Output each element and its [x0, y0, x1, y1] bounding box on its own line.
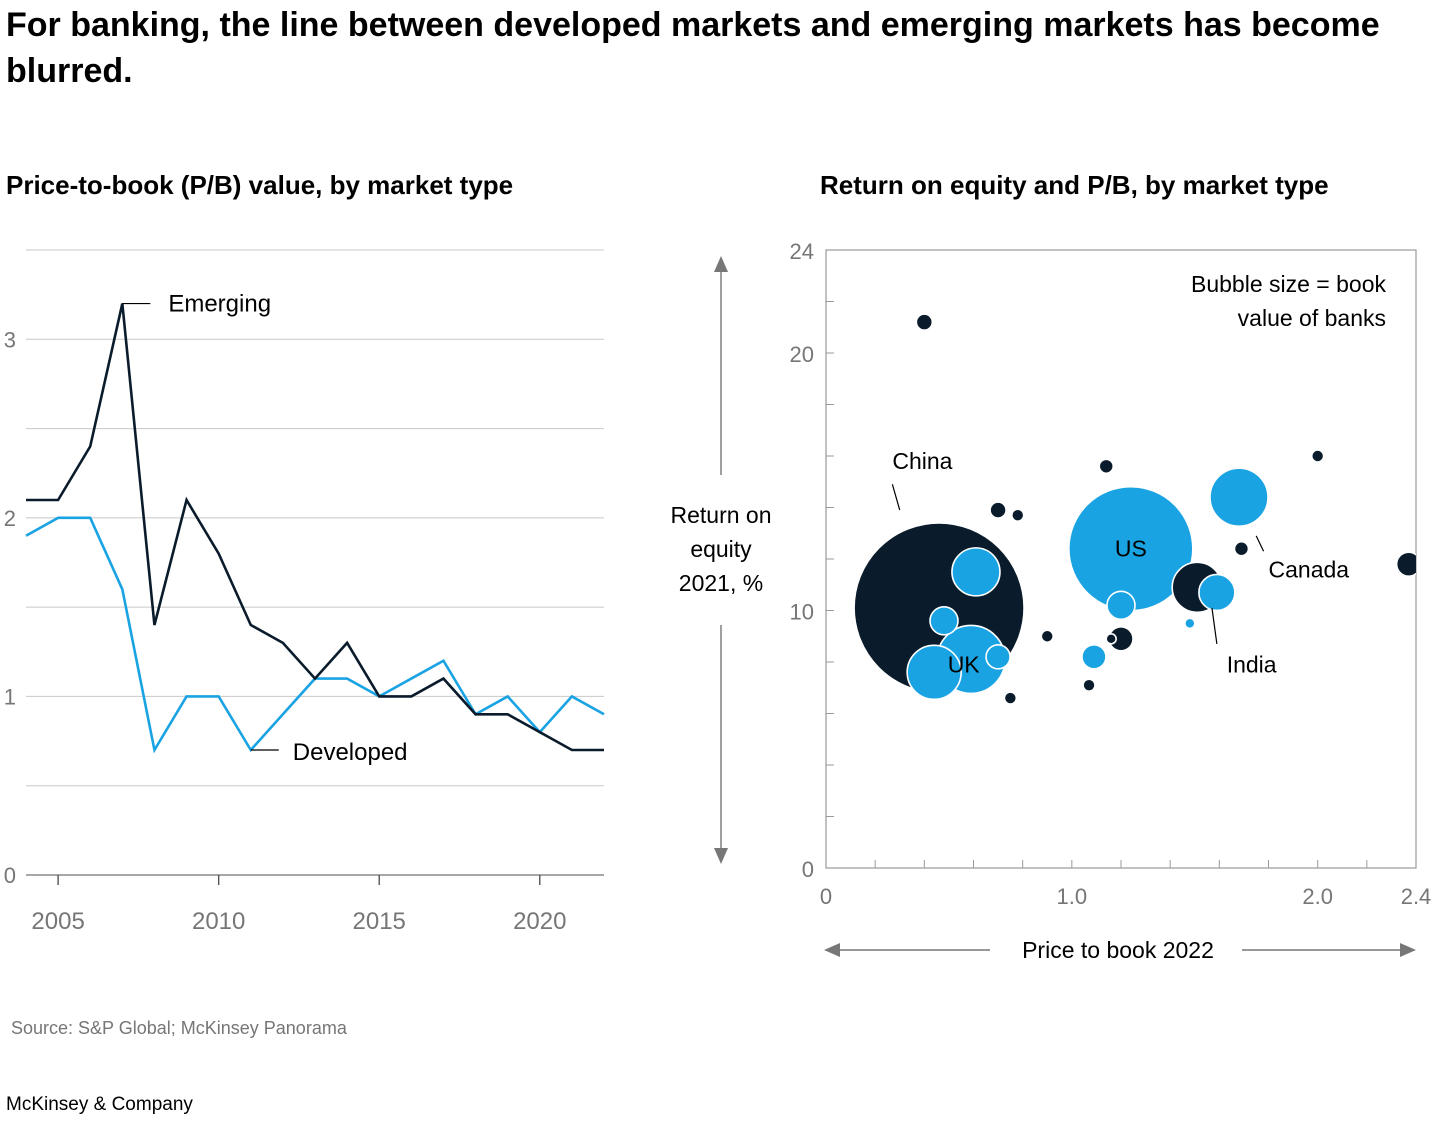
x-axis-arrow-head-right — [1400, 943, 1416, 957]
bubble-developed — [1106, 590, 1136, 621]
x-axis-arrow-head-left — [824, 943, 840, 957]
y-tick-label: 10 — [790, 600, 814, 625]
bubble-chart-title: Return on equity and P/B, by market type — [820, 170, 1329, 200]
label-leader-china — [891, 484, 901, 511]
y-tick-label: 20 — [790, 342, 814, 367]
x-tick-label: 0 — [820, 884, 832, 909]
bubble-emerging — [1105, 633, 1117, 645]
x-axis-label: Price to book 2022 — [1022, 937, 1214, 963]
series-line-developed — [25, 516, 605, 754]
source-note: Source: S&P Global; McKinsey Panorama — [11, 1018, 347, 1038]
bubble-emerging — [1082, 678, 1096, 692]
bubble-label-uk: UK — [948, 652, 981, 678]
x-tick-label: 2010 — [192, 908, 245, 935]
x-tick-label: 2.0 — [1302, 884, 1333, 909]
series-line-emerging — [26, 303, 604, 752]
x-tick-label: 2015 — [353, 908, 406, 935]
bubble-emerging — [989, 501, 1007, 519]
y-axis-label-line: equity — [690, 536, 752, 562]
y-axis-label-line: Return on — [670, 502, 771, 528]
bubble-developed — [929, 605, 959, 636]
x-tick-label: 2.4 — [1401, 884, 1432, 909]
y-tick-label: 0 — [4, 863, 16, 888]
bubble-label-canada: Canada — [1269, 556, 1350, 582]
y-tick-label: 24 — [790, 239, 814, 264]
bubble-emerging — [1003, 691, 1018, 705]
line-chart: 0 1 2 3 2005 2010 2015 2020 Emerging Developed — [4, 249, 605, 935]
headline: For banking, the line between developed … — [6, 6, 1380, 90]
bubble-developed — [1209, 467, 1269, 528]
series-label-emerging: Emerging — [168, 291, 271, 318]
bubble-emerging — [1040, 629, 1055, 644]
bubble-emerging — [1395, 551, 1416, 577]
bubbles-group — [853, 313, 1416, 705]
bubble-chart: 0 10 20 24 0 1.0 2.0 2.4 Return on equity 2021, % P… — [670, 239, 1432, 963]
label-leader-canada — [1255, 535, 1265, 552]
brand-logo-text: McKinsey & Company — [6, 1094, 193, 1115]
bubble-emerging — [1098, 458, 1115, 475]
bubble-developed — [906, 644, 962, 701]
bubble-label-china: China — [892, 448, 952, 474]
bubble-emerging — [1310, 449, 1325, 463]
bubble-developed — [985, 644, 1011, 670]
y-tick-label: 1 — [4, 684, 16, 709]
y-tick-label: 0 — [802, 857, 814, 882]
y-tick-label: 3 — [4, 327, 16, 352]
bubble-emerging — [1233, 540, 1250, 557]
y-axis-arrow-head-up — [714, 256, 728, 272]
bubble-developed — [1198, 573, 1236, 612]
y-axis-label-line: 2021, % — [679, 570, 763, 596]
series-label-developed: Developed — [293, 739, 408, 766]
y-axis-arrow-head-down — [714, 848, 728, 864]
bubble-emerging — [1010, 508, 1025, 523]
line-chart-title: Price-to-book (P/B) value, by market typ… — [6, 170, 514, 200]
x-tick-label: 2020 — [513, 908, 566, 935]
bubble-size-note-line: Bubble size = book — [1191, 271, 1386, 297]
bubble-developed — [951, 547, 1001, 597]
bubble-label-us: US — [1115, 536, 1147, 562]
bubble-developed — [1081, 644, 1107, 670]
bubble-size-note-line: value of banks — [1238, 305, 1386, 331]
label-leader-india — [1211, 607, 1218, 645]
x-tick-label: 1.0 — [1057, 884, 1088, 909]
bubble-emerging — [915, 313, 934, 331]
x-tick-label: 2005 — [31, 908, 84, 935]
bubble-developed — [1184, 617, 1196, 630]
bubble-label-india: India — [1227, 652, 1277, 678]
y-tick-label: 2 — [4, 506, 16, 531]
